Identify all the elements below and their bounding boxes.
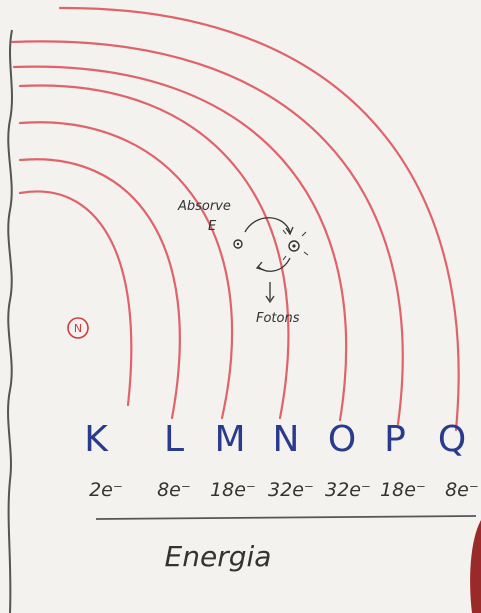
shell-arc-q: [58, 6, 460, 432]
shell-letter-k: K: [84, 419, 109, 460]
jump-arrow-icon: [244, 217, 291, 233]
shell-capacity-p: 18e⁻: [380, 479, 426, 501]
absorb-label: Absorve: [177, 199, 231, 214]
shell-capacity-q: 8e⁻: [445, 479, 479, 501]
shell-capacity-o: 32e⁻: [325, 479, 371, 501]
atom-left-boundary: [7, 29, 13, 613]
shell-capacity-l: 8e⁻: [157, 479, 191, 501]
shell-arc-l: [18, 158, 181, 420]
photon-label: Fotons: [256, 311, 300, 326]
energy-axis-line: [95, 515, 477, 520]
return-arrow-icon: [257, 257, 291, 272]
absorb-energy-label: E: [208, 219, 217, 234]
shell-arc-k: [18, 190, 133, 407]
marker-edge: [470, 520, 481, 613]
shell-letter-o: O: [328, 419, 356, 460]
shell-letter-m: M: [214, 419, 245, 460]
shell-arc-p: [10, 40, 404, 426]
shell-arc-o: [12, 65, 348, 422]
shell-letter-n: N: [273, 419, 300, 460]
nucleus: N: [67, 317, 89, 339]
shell-letter-l: L: [164, 419, 184, 460]
shell-capacities: 2e⁻ 8e⁻ 18e⁻ 32e⁻ 32e⁻ 18e⁻ 8e⁻: [89, 479, 479, 501]
excitation-rays-icon: [282, 229, 309, 261]
electron-absorption-sketch: Absorve E Fotons: [177, 199, 309, 326]
electron-lower-icon: [233, 239, 243, 249]
shell-capacity-m: 18e⁻: [210, 479, 256, 501]
shell-arcs: [10, 6, 460, 432]
shell-arc-m: [18, 121, 234, 420]
shell-capacity-n: 32e⁻: [268, 479, 314, 501]
shell-capacity-k: 2e⁻: [89, 479, 123, 501]
shell-letter-q: Q: [438, 419, 466, 460]
nucleus-label: N: [74, 322, 82, 335]
shell-letters: K L M N O P Q: [84, 419, 466, 460]
shell-arc-n: [18, 84, 290, 420]
shell-letter-p: P: [384, 419, 406, 460]
electron-excited-icon: [288, 240, 300, 252]
energy-axis-title: Energia: [165, 540, 272, 573]
